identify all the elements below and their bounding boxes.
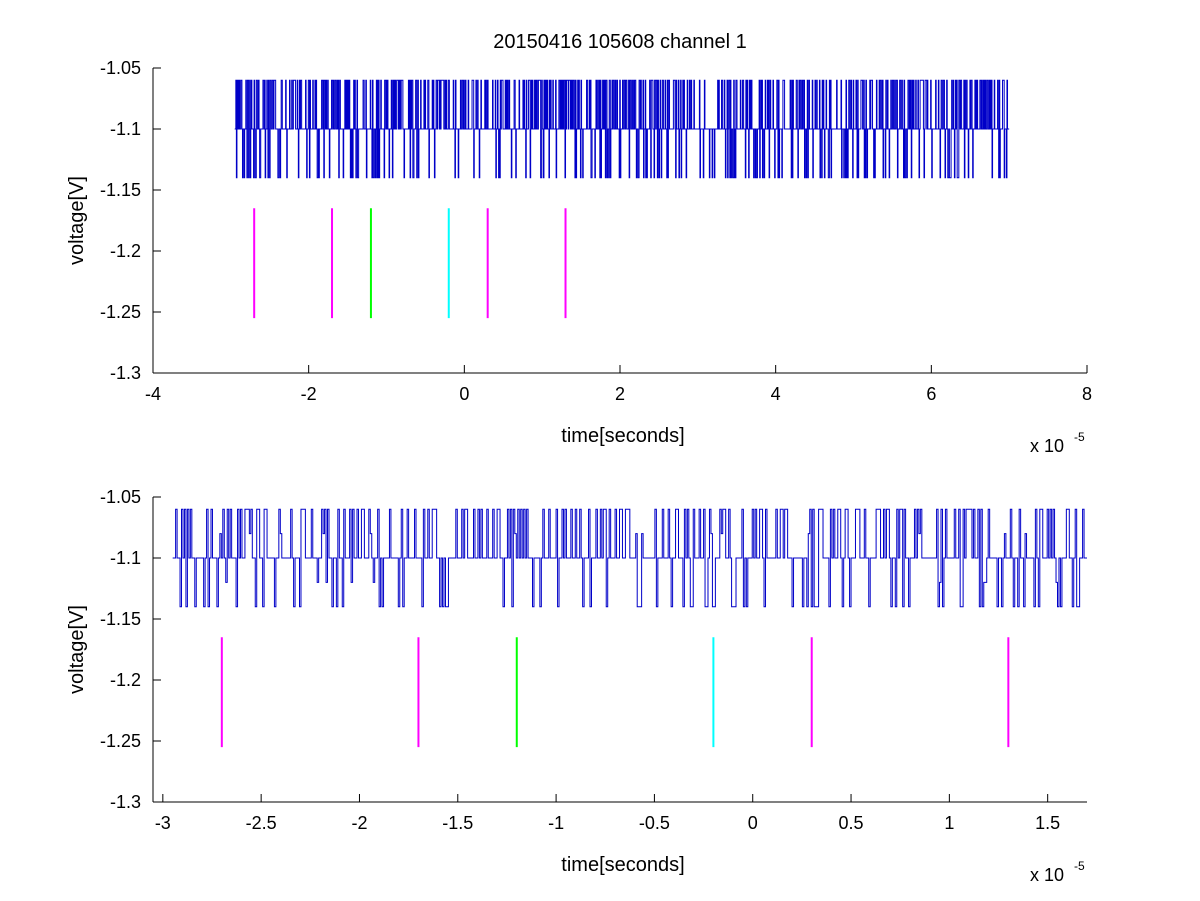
x-tick-label: 1 xyxy=(944,813,954,833)
chart-title: 20150416 105608 channel 1 xyxy=(493,31,747,53)
x-axis-label: time[seconds] xyxy=(561,854,684,876)
x-tick-label: -1.5 xyxy=(442,813,473,833)
x-tick-label: -2.5 xyxy=(246,813,277,833)
y-tick-label: -1.3 xyxy=(110,792,141,812)
signal-trace xyxy=(234,79,1010,179)
x-exponent: x 10 xyxy=(1030,436,1064,456)
y-tick-label: -1.05 xyxy=(100,487,141,507)
y-tick-label: -1.25 xyxy=(100,731,141,751)
y-tick-label: -1.3 xyxy=(110,363,141,383)
top-panel: -4 -2 0 2 4 6 8 -1.3 -1.25 -1.2 -1.15 -1.1 -1.05 time… xyxy=(66,58,1092,456)
x-tick-label: 4 xyxy=(771,384,781,404)
y-tick-label: -1.2 xyxy=(110,670,141,690)
y-tick-label: -1.15 xyxy=(100,609,141,629)
x-tick-label: 8 xyxy=(1082,384,1092,404)
x-tick-label: 2 xyxy=(615,384,625,404)
x-tick-label: -1 xyxy=(548,813,564,833)
x-tick-label: 1.5 xyxy=(1035,813,1060,833)
y-axis-label: voltage[V] xyxy=(66,605,88,694)
y-tick-label: -1.2 xyxy=(110,241,141,261)
x-tick-label: -3 xyxy=(155,813,171,833)
x-exponent: x 10 xyxy=(1030,865,1064,885)
x-tick-label: -0.5 xyxy=(639,813,670,833)
x-axis-label: time[seconds] xyxy=(561,425,684,447)
bottom-panel: -3 -2.5 -2 -1.5 -1 -0.5 0 0.5 1 1.5 -1.3 -1.25 -1.2 -… xyxy=(66,487,1087,885)
y-tick-label: -1.05 xyxy=(100,58,141,78)
y-tick-label: -1.1 xyxy=(110,119,141,139)
x-tick-label: -4 xyxy=(145,384,161,404)
x-tick-label: 6 xyxy=(926,384,936,404)
x-exponent-power: -5 xyxy=(1074,430,1085,444)
x-tick-label: -2 xyxy=(301,384,317,404)
x-tick-label: 0 xyxy=(459,384,469,404)
y-tick-label: -1.1 xyxy=(110,548,141,568)
signal-trace xyxy=(172,508,1087,608)
x-exponent-power: -5 xyxy=(1074,859,1085,873)
y-axis-label: voltage[V] xyxy=(66,176,88,265)
y-tick-label: -1.15 xyxy=(100,180,141,200)
x-tick-label: 0 xyxy=(748,813,758,833)
x-tick-label: 0.5 xyxy=(839,813,864,833)
y-tick-label: -1.25 xyxy=(100,302,141,322)
x-tick-label: -2 xyxy=(351,813,367,833)
